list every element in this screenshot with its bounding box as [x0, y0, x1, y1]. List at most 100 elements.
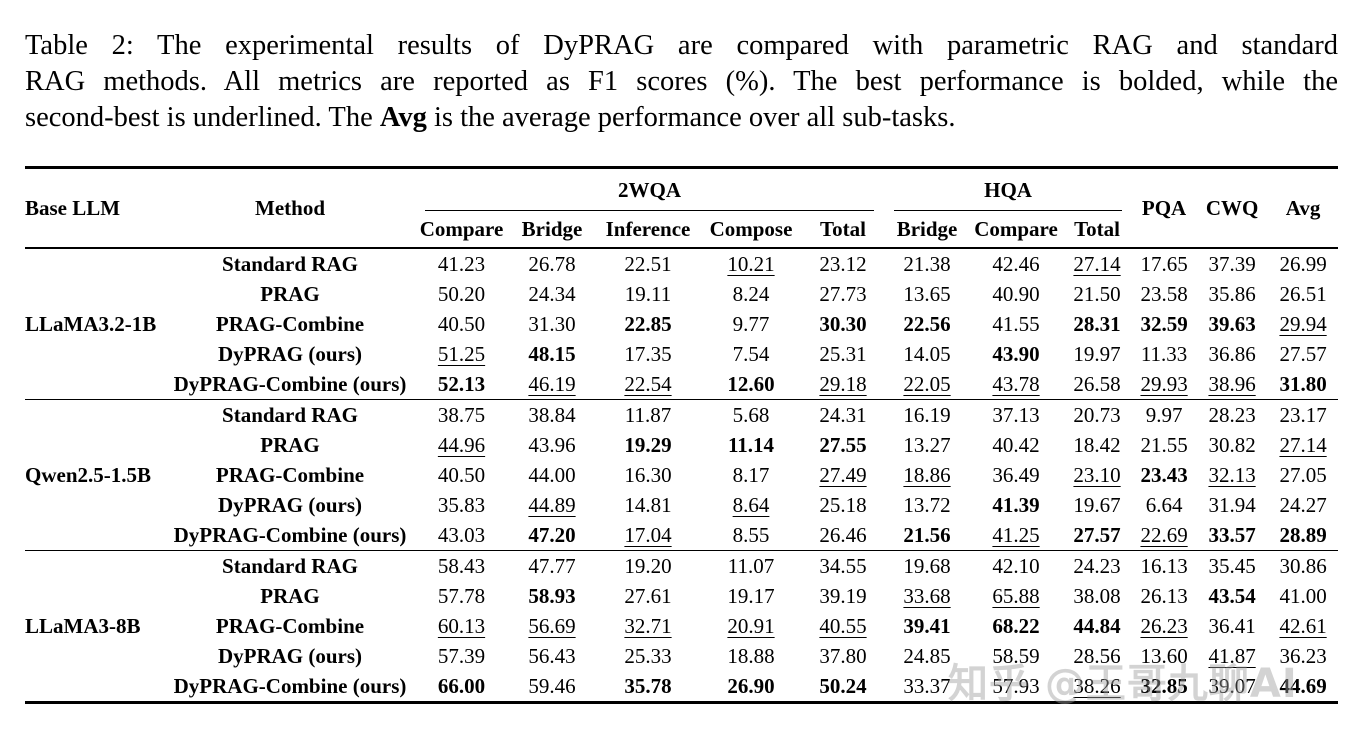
metric-cell: 24.23 [1073, 553, 1121, 578]
metric-cell: 28.89 [1279, 522, 1327, 547]
metric-cell: 27.57 [1073, 522, 1121, 547]
zhihu-watermark: 知乎 @王哥九聊AI [948, 661, 1298, 707]
metric-cell: 40.50 [437, 462, 486, 487]
metric-cell: 25.31 [819, 341, 867, 366]
metric-cell: 48.15 [528, 341, 576, 366]
metric-cell: 60.13 [437, 613, 486, 638]
metric-cell: 33.68 [903, 583, 951, 608]
caption-avg-word: Avg [379, 102, 427, 133]
metric-cell: 22.51 [624, 251, 672, 276]
metric-cell: 35.78 [624, 673, 672, 698]
metric-cell: 57.39 [437, 643, 486, 668]
results-table: Base LLM Method 2WQA HQA PQA CWQ Avg Com… [25, 166, 1339, 704]
method-label: DyPRAG-Combine (ours) [173, 673, 407, 698]
metric-cell: 41.23 [437, 251, 486, 276]
metric-cell: 66.00 [437, 673, 486, 698]
metric-cell: 11.87 [624, 402, 672, 427]
metric-cell: 42.61 [1279, 613, 1327, 638]
metric-cell: 9.97 [1145, 402, 1183, 427]
metric-cell: 6.64 [1145, 492, 1183, 517]
metric-cell: 8.17 [732, 462, 770, 487]
metric-cell: 8.24 [732, 281, 770, 306]
metric-cell: 40.90 [992, 281, 1040, 306]
metric-cell: 22.54 [624, 371, 672, 396]
table-row: PRAG 50.20 24.34 19.11 8.24 27.73 13.65 40.90 21… [25, 279, 1338, 309]
metric-cell: 59.46 [528, 673, 576, 698]
metric-cell: 27.61 [624, 583, 672, 608]
metric-cell: 56.43 [528, 643, 576, 668]
metric-cell: 38.26 [1073, 673, 1121, 698]
metric-cell: 28.23 [1208, 402, 1256, 427]
metric-cell: 32.13 [1208, 462, 1256, 487]
metric-cell: 27.49 [819, 462, 867, 487]
caption-text: second-best is underlined. The [25, 102, 380, 133]
metric-cell: 9.77 [732, 311, 770, 336]
method-label: PRAG-Combine [215, 311, 365, 336]
metric-cell: 27.05 [1279, 462, 1327, 487]
col-header-pqa: PQA [1141, 195, 1187, 220]
metric-cell: 26.46 [819, 522, 867, 547]
metric-cell: 34.55 [819, 553, 867, 578]
metric-cell: 26.99 [1279, 251, 1327, 276]
col-header-hqa-total: Total [1074, 216, 1120, 241]
metric-cell: 44.69 [1279, 673, 1327, 698]
metric-cell: 29.93 [1140, 371, 1188, 396]
method-label: Standard RAG [222, 251, 358, 276]
table-row: PRAG-Combine 40.50 31.30 22.85 9.77 30.30 22.5… [25, 309, 1338, 339]
metric-cell: 24.31 [819, 402, 867, 427]
metric-cell: 5.68 [732, 402, 770, 427]
method-label: PRAG [260, 583, 320, 608]
metric-cell: 47.77 [528, 553, 576, 578]
metric-cell: 27.14 [1073, 251, 1121, 276]
method-label: PRAG [260, 281, 320, 306]
metric-cell: 13.27 [903, 432, 951, 457]
metric-cell: 19.97 [1073, 341, 1121, 366]
metric-cell: 27.73 [819, 281, 867, 306]
metric-cell: 11.33 [1140, 341, 1188, 366]
metric-cell: 24.27 [1279, 492, 1327, 517]
caption-text: is the average performance over all sub-… [426, 102, 956, 133]
metric-cell: 32.85 [1140, 673, 1188, 698]
table-row: PRAG 57.78 58.93 27.61 19.17 39.19 33.68 65.88 3… [25, 581, 1338, 611]
metric-cell: 39.07 [1208, 673, 1256, 698]
metric-cell: 35.86 [1208, 281, 1256, 306]
metric-cell: 26.13 [1140, 583, 1188, 608]
metric-cell: 11.14 [727, 432, 775, 457]
metric-cell: 40.50 [437, 311, 486, 336]
metric-cell: 52.13 [437, 371, 486, 396]
metric-cell: 20.91 [727, 613, 775, 638]
metric-cell: 65.88 [992, 583, 1040, 608]
metric-cell: 18.42 [1073, 432, 1121, 457]
metric-cell: 38.96 [1208, 371, 1256, 396]
metric-cell: 41.39 [992, 492, 1040, 517]
metric-cell: 35.45 [1208, 553, 1256, 578]
llm-group: Qwen2.5-1.5B Standard RAG 38.75 38.84 11.87 5… [25, 399, 1339, 551]
table-row: DyPRAG (ours) 35.83 44.89 14.81 8.64 25.18 13.… [25, 490, 1338, 520]
table-row: DyPRAG-Combine (ours) 43.03 47.20 17.04 8.55… [25, 520, 1338, 551]
metric-cell: 23.10 [1073, 462, 1121, 487]
metric-cell: 43.54 [1208, 583, 1256, 608]
method-label: PRAG-Combine [215, 462, 365, 487]
metric-cell: 23.17 [1279, 402, 1327, 427]
metric-cell: 26.51 [1279, 281, 1327, 306]
metric-cell: 43.96 [528, 432, 576, 457]
metric-cell: 38.75 [437, 402, 486, 427]
metric-cell: 33.37 [903, 673, 951, 698]
metric-cell: 8.64 [732, 492, 770, 517]
method-label: Standard RAG [222, 402, 358, 427]
header-row-groups: Base LLM Method 2WQA HQA PQA CWQ Avg [25, 168, 1338, 220]
metric-cell: 19.29 [624, 432, 672, 457]
base-llm-label: Qwen2.5-1.5B [25, 462, 151, 487]
method-label: DyPRAG (ours) [217, 643, 363, 668]
base-llm-label: LLaMA3.2-1B [25, 311, 157, 336]
col-header-hqa-bridge: Bridge [896, 216, 958, 241]
col-header-base-llm: Base LLM [25, 195, 121, 220]
metric-cell: 42.10 [992, 553, 1040, 578]
metric-cell: 33.57 [1208, 522, 1256, 547]
metric-cell: 28.56 [1073, 643, 1121, 668]
table-row: PRAG-Combine 40.50 44.00 16.30 8.17 27.49 18.8… [25, 460, 1338, 490]
metric-cell: 36.49 [992, 462, 1040, 487]
metric-cell: 12.60 [727, 371, 775, 396]
metric-cell: 31.80 [1279, 371, 1327, 396]
metric-cell: 31.94 [1208, 492, 1256, 517]
